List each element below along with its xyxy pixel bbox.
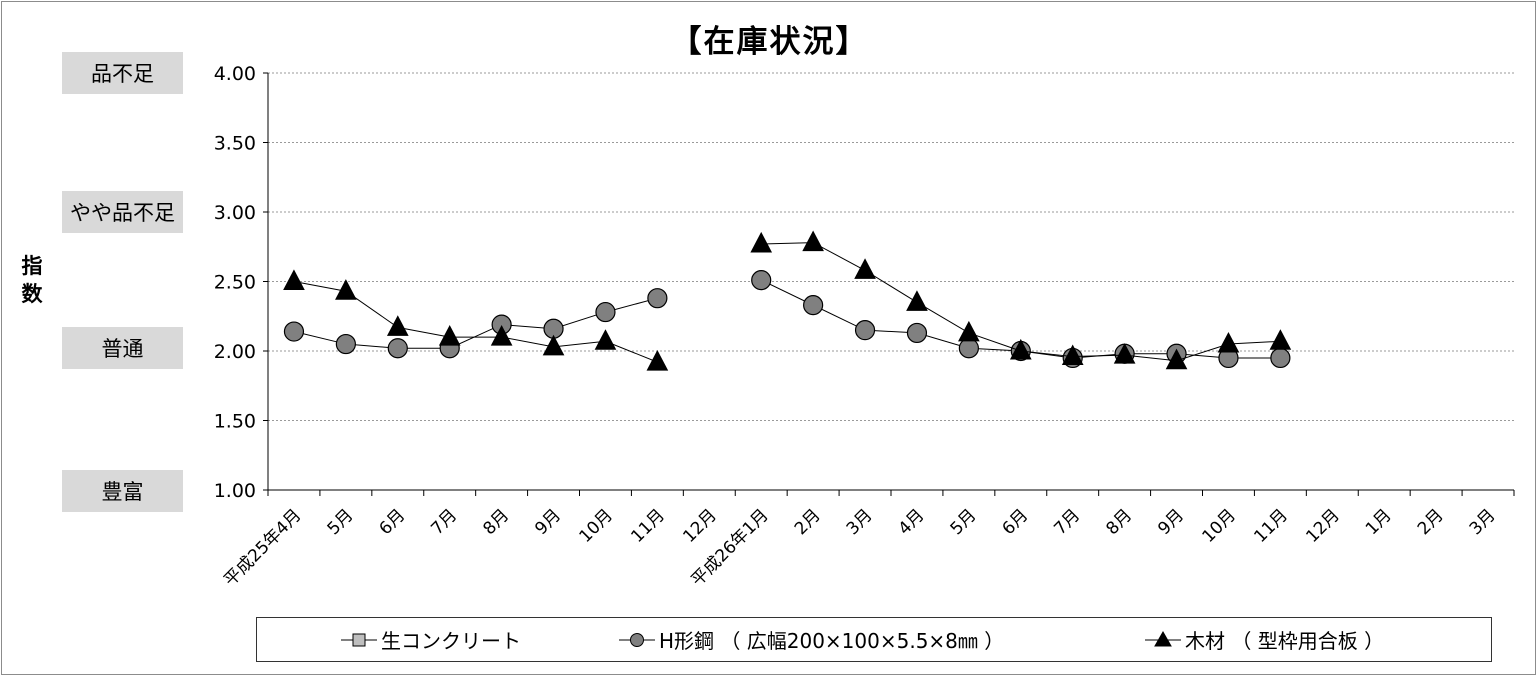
data-point-triangle [854,258,876,279]
data-point-triangle [750,231,773,253]
x-tick-label: 5月 [947,505,981,539]
x-tick-label: 3月 [843,505,877,539]
data-point-triangle [1113,343,1136,364]
x-tick-label: 8月 [479,505,513,539]
data-point-triangle [958,320,980,342]
legend-item-concrete: 生コンクリート [341,618,521,661]
data-point-triangle [1217,331,1240,353]
data-point-triangle [1269,329,1292,350]
x-tick-label: 10月 [1199,505,1240,546]
data-point-circle [803,295,824,316]
data-point-triangle [386,315,409,336]
y-tick-label: 1.50 [214,411,256,433]
x-tick-label: 9月 [531,505,565,539]
data-point-triangle [490,325,513,346]
data-point-triangle [906,290,928,311]
y-tick-label: 3.50 [214,133,256,155]
legend-label: H形鋼 （ 広幅200×100×5.5×8㎜ ） [659,629,1005,653]
legend-item-h-steel: H形鋼 （ 広幅200×100×5.5×8㎜ ） [619,618,1004,661]
legend-label: 木材 （ 型枠用合板 ） [1185,629,1385,653]
y-tick-label: 4.00 [214,63,256,85]
square-marker-icon [341,633,377,646]
data-point-triangle [1061,344,1084,366]
data-point-triangle [1165,348,1188,370]
x-tick-label: 12月 [679,505,720,546]
chart-title: 【在庫状況】 [670,24,869,60]
triangle-marker-icon [1145,630,1181,646]
data-point-triangle [1009,338,1032,360]
x-tick-label: 3月 [1466,505,1500,539]
x-tick-label: 11月 [1250,505,1291,546]
data-point-circle [387,338,408,359]
data-point-triangle [438,325,461,346]
legend-label: 生コンクリート [381,629,521,653]
legend: 生コンクリート H形鋼 （ 広幅200×100×5.5×8㎜ ） 木材 （ 型枠… [256,617,1492,662]
data-point-circle [1270,347,1291,369]
band-label-shortage: 品不足 [62,52,183,94]
data-point-circle [647,288,668,309]
x-tick-label: 11月 [627,505,668,546]
x-tick-label: 2月 [791,505,825,539]
data-point-circle [335,333,356,355]
x-tick-label: 7月 [427,505,461,539]
y-tick-label: 2.00 [214,341,256,363]
x-tick-label: 1月 [1362,505,1396,539]
data-point-circle [958,338,979,359]
data-point-triangle [646,350,669,371]
band-label-slight-shortage: やや品不足 [62,191,183,233]
y-tick-label: 3.00 [214,202,256,224]
data-point-triangle [594,329,617,350]
data-point-triangle [283,269,305,290]
y-axis-label-char-2: 数 [21,282,43,306]
data-point-triangle [542,334,565,356]
y-tick-label: 2.50 [214,272,256,294]
band-label-abundant: 豊富 [62,470,183,512]
data-point-circle [854,320,876,341]
data-point-circle [751,270,772,291]
x-tick-label: 6月 [999,505,1033,539]
x-tick-label: 8月 [1102,505,1136,539]
legend-item-lumber: 木材 （ 型枠用合板 ） [1145,618,1384,661]
x-tick-label: 9月 [1154,505,1188,539]
y-axis-label: 指 数 [18,252,46,308]
x-tick-label: 4月 [895,505,929,539]
x-tick-label: 5月 [324,505,358,539]
x-tick-label: 6月 [376,505,410,539]
x-tick-label: 12月 [1302,505,1343,546]
band-label-normal: 普通 [62,327,183,369]
x-tick-label: 7月 [1050,505,1084,539]
data-point-triangle [335,279,357,300]
data-point-circle [595,301,616,323]
y-axis-label-char-1: 指 [21,254,43,278]
data-point-circle [283,321,305,342]
x-tick-label: 平成25年4月 [220,505,305,590]
data-point-triangle [802,230,824,252]
y-tick-label: 1.00 [214,480,256,502]
x-tick-label: 2月 [1414,505,1448,539]
x-tick-label: 10月 [576,505,617,546]
circle-marker-icon [619,632,655,647]
data-point-circle [906,322,928,344]
